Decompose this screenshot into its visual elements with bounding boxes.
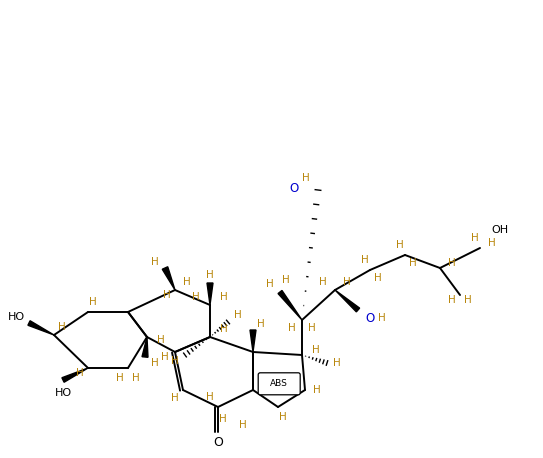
Text: OH: OH [491,225,509,235]
Text: H: H [219,414,227,424]
Text: H: H [361,255,369,265]
Polygon shape [162,267,175,290]
Text: H: H [220,324,228,334]
Text: HO: HO [8,312,24,322]
Polygon shape [62,368,88,382]
Text: H: H [151,358,159,368]
Text: H: H [89,297,97,307]
Text: H: H [288,323,296,333]
Text: H: H [257,319,265,329]
Polygon shape [207,283,213,305]
Polygon shape [142,337,148,357]
Text: H: H [132,373,140,383]
Text: H: H [266,279,274,289]
Text: H: H [171,393,179,403]
Text: H: H [409,258,417,268]
Text: H: H [234,310,242,320]
Text: H: H [279,412,287,422]
Text: H: H [183,277,191,287]
Text: H: H [313,385,321,395]
Text: H: H [374,273,382,283]
Text: H: H [464,295,472,305]
Text: O: O [213,436,223,448]
Text: H: H [308,323,316,333]
Text: H: H [116,373,124,383]
Polygon shape [250,330,256,352]
Text: H: H [319,277,327,287]
Text: H: H [471,233,479,243]
Text: H: H [163,290,171,300]
Text: H: H [192,292,200,302]
Text: HO: HO [54,388,72,398]
Text: H: H [76,368,84,378]
Text: H: H [302,173,310,183]
Text: H: H [343,277,351,287]
Text: H: H [448,258,456,268]
Text: H: H [58,322,66,332]
Text: H: H [448,295,456,305]
Text: H: H [157,335,165,345]
FancyBboxPatch shape [258,373,300,395]
Text: H: H [396,240,404,250]
Text: H: H [312,345,320,355]
Text: O: O [365,311,375,325]
Text: ABS: ABS [270,379,288,388]
Text: H: H [282,275,290,285]
Polygon shape [28,321,54,335]
Text: H: H [151,257,159,267]
Text: O: O [289,181,299,195]
Polygon shape [335,290,359,312]
Text: H: H [378,313,386,323]
Text: H: H [333,358,341,368]
Polygon shape [278,290,302,320]
Text: H: H [171,356,179,366]
Text: H: H [206,392,214,402]
Text: H: H [239,420,247,430]
Text: H: H [206,270,214,280]
Text: H: H [161,352,169,362]
Text: H: H [220,292,228,302]
Text: H: H [488,238,496,248]
